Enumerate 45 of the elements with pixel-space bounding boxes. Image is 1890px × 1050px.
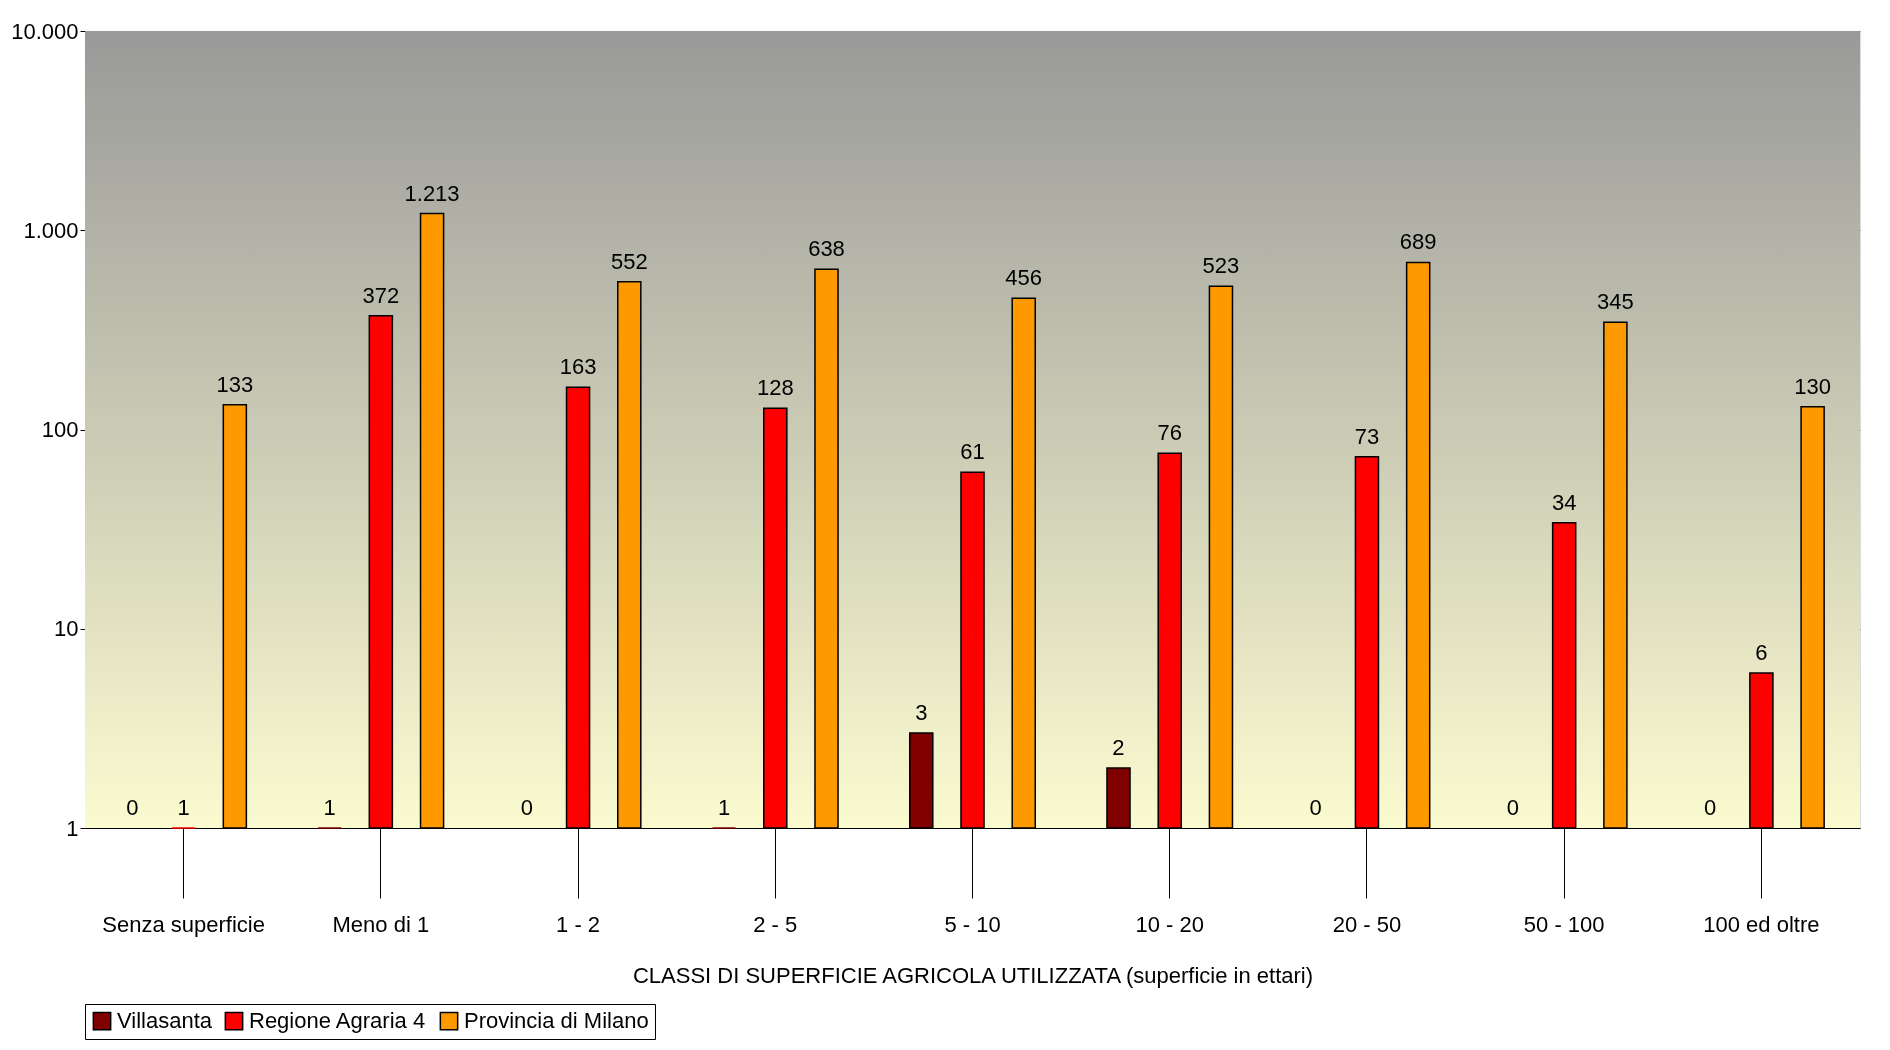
y-tick-label: 10	[54, 616, 79, 642]
y-tick-label: 100	[41, 417, 79, 442]
text: 0	[1506, 795, 1520, 820]
x-tick-label: 50 - 100	[1523, 911, 1605, 937]
x-tick-label: 100 ed oltre	[1703, 911, 1820, 937]
data-label: 163	[559, 354, 597, 380]
text: 0	[1309, 795, 1322, 820]
data-label: 2	[1112, 735, 1125, 761]
data-label: 456	[1005, 265, 1043, 291]
data-label: 638	[808, 236, 845, 262]
legend-label: Regione Agraria 4	[249, 1008, 426, 1034]
data-label: 128	[756, 375, 794, 401]
data-label: 6	[1755, 639, 1768, 665]
data-label: 345	[1597, 289, 1634, 315]
legend-label: Provincia di Milano	[464, 1008, 649, 1034]
x-axis-title: CLASSI DI SUPERFICIE AGRICOLA UTILIZZATA (superficie in ettari)	[632, 962, 1314, 988]
y-tick-label: 1	[66, 815, 79, 841]
data-label: 1	[717, 795, 731, 820]
x-tick-label: Senza superficie	[102, 911, 265, 937]
x-tick-label: Meno di 1	[332, 911, 430, 937]
text: 0	[520, 795, 533, 820]
data-label: 76	[1157, 420, 1182, 446]
legend-label: Villasanta	[117, 1008, 213, 1034]
x-tick-label: 1 - 2	[556, 911, 601, 937]
data-label: 34	[1551, 489, 1577, 515]
data-label: 552	[610, 248, 648, 274]
data-label: 1	[177, 795, 190, 820]
x-tick-label: 10 - 20	[1135, 911, 1204, 937]
text: 0	[1704, 795, 1717, 820]
x-tick-label: 5 - 10	[944, 911, 1001, 937]
data-label: 523	[1202, 253, 1240, 279]
data-label: 689	[1399, 229, 1437, 255]
x-tick-label: 20 - 50	[1332, 911, 1402, 937]
data-label: 1.213	[404, 180, 460, 206]
text: 0	[126, 795, 139, 820]
y-tick-label: 1.000	[23, 217, 79, 243]
data-label: 1	[323, 795, 336, 820]
x-tick-label: 2 - 5	[753, 911, 798, 937]
data-label: 130	[1794, 373, 1831, 399]
data-label: 372	[362, 282, 400, 308]
data-label: 73	[1354, 423, 1380, 449]
data-label: 133	[216, 371, 254, 397]
data-label: 3	[915, 699, 928, 725]
y-tick-label: 10.000	[11, 18, 79, 44]
data-label: 61	[960, 439, 985, 465]
